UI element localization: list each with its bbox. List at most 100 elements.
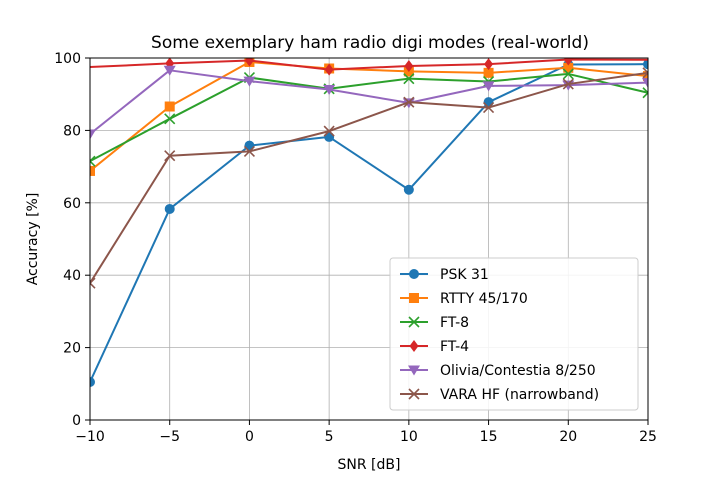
marker-shape <box>409 269 419 279</box>
series-vara-hf-narrowband- <box>90 67 648 289</box>
marker-shape <box>642 71 648 79</box>
marker-shape <box>642 67 648 74</box>
marker-shape <box>409 340 419 352</box>
data-point <box>244 58 254 67</box>
marker-shape <box>409 293 419 303</box>
data-point <box>563 62 574 73</box>
data-point <box>163 65 176 76</box>
data-point <box>403 184 414 195</box>
y-tick-label: 100 <box>54 51 81 67</box>
data-point <box>164 101 175 112</box>
series-line <box>90 60 648 172</box>
data-point <box>164 113 176 125</box>
data-point <box>563 58 573 66</box>
marker-shape <box>244 140 255 151</box>
marker-shape <box>404 59 414 72</box>
y-axis-label: Accuracy [%] <box>25 193 41 286</box>
series-line <box>90 71 648 284</box>
data-point <box>484 58 494 71</box>
series-line <box>90 63 648 383</box>
legend-marker <box>408 365 420 376</box>
marker-shape <box>403 184 414 195</box>
y-tick-label: 60 <box>63 196 81 212</box>
data-point <box>482 81 495 92</box>
data-point <box>90 129 96 140</box>
marker-shape <box>324 131 335 142</box>
marker-shape <box>563 62 574 73</box>
legend-marker <box>409 269 419 279</box>
data-point <box>642 67 648 79</box>
data-point <box>403 73 415 85</box>
marker-shape <box>163 65 176 76</box>
x-tick-label: 15 <box>480 429 498 445</box>
legend-label: Olivia/Contestia 8/250 <box>440 363 596 379</box>
marker-shape <box>90 165 95 176</box>
series-line <box>90 69 648 135</box>
data-point <box>323 125 335 137</box>
legend-label: RTTY 45/170 <box>440 291 528 307</box>
data-point <box>562 68 574 80</box>
marker-shape <box>408 365 420 376</box>
legend: PSK 31 RTTY 45/170 FT-8 FT-4 Olivia/Contesti… <box>389 257 639 411</box>
legend-entry: PSK 31 <box>400 267 489 283</box>
series-olivia-contestia-8-250 <box>90 65 648 140</box>
x-tick-label: −5 <box>159 429 180 445</box>
marker-shape <box>164 150 176 162</box>
axis-ticks: −10 −5 0 5 10 15 20 25 0 20 40 60 80 100 <box>54 51 657 445</box>
marker-shape <box>243 76 256 87</box>
legend-entry: VARA HF (narrowband) <box>400 387 599 403</box>
marker-shape <box>562 78 574 90</box>
y-tick-label: 40 <box>63 268 81 284</box>
marker-shape <box>484 58 494 71</box>
legend-marker <box>409 340 419 352</box>
legend-entry: FT-8 <box>400 315 469 331</box>
marker-shape <box>483 102 495 114</box>
series-line <box>90 72 648 163</box>
marker-shape <box>164 203 175 214</box>
data-point <box>324 63 334 76</box>
legend-label: FT-4 <box>440 339 469 355</box>
legend-entry: Olivia/Contestia 8/250 <box>400 363 596 379</box>
marker-shape <box>482 81 495 92</box>
chart-title: Some exemplary ham radio digi modes (rea… <box>151 33 589 53</box>
data-point <box>243 76 256 87</box>
data-point <box>164 203 175 214</box>
marker-shape <box>563 58 573 66</box>
x-axis-label: SNR [dB] <box>338 457 401 473</box>
marker-shape <box>90 376 95 387</box>
marker-shape <box>90 129 96 140</box>
data-point <box>404 59 414 72</box>
legend-marker <box>408 388 420 400</box>
marker-shape <box>408 316 420 328</box>
marker-shape <box>164 113 176 125</box>
y-tick-label: 80 <box>63 123 81 139</box>
data-point <box>483 102 495 114</box>
legend-label: VARA HF (narrowband) <box>440 387 599 403</box>
marker-shape <box>403 96 415 108</box>
data-point <box>90 165 95 176</box>
data-point <box>323 84 336 95</box>
plot-frame <box>89 57 649 421</box>
data-point <box>562 78 574 90</box>
series-ft-4 <box>90 58 648 76</box>
data-point <box>243 145 255 157</box>
legend-label: FT-8 <box>440 315 469 331</box>
data-point <box>164 150 176 162</box>
legend-label: PSK 31 <box>440 267 489 283</box>
marker-shape <box>643 59 648 70</box>
x-tick-label: 0 <box>245 429 254 445</box>
data-point <box>642 78 648 89</box>
marker-shape <box>164 101 175 112</box>
marker-shape <box>323 125 335 137</box>
marker-shape <box>483 67 494 78</box>
legend-entry: FT-4 <box>400 339 469 355</box>
legend-marker <box>409 293 419 303</box>
x-tick-label: −10 <box>75 429 105 445</box>
marker-shape <box>165 58 175 70</box>
data-point <box>165 58 175 70</box>
marker-shape <box>403 73 415 85</box>
data-point <box>643 59 648 70</box>
marker-shape <box>90 160 96 167</box>
marker-shape <box>244 58 254 67</box>
